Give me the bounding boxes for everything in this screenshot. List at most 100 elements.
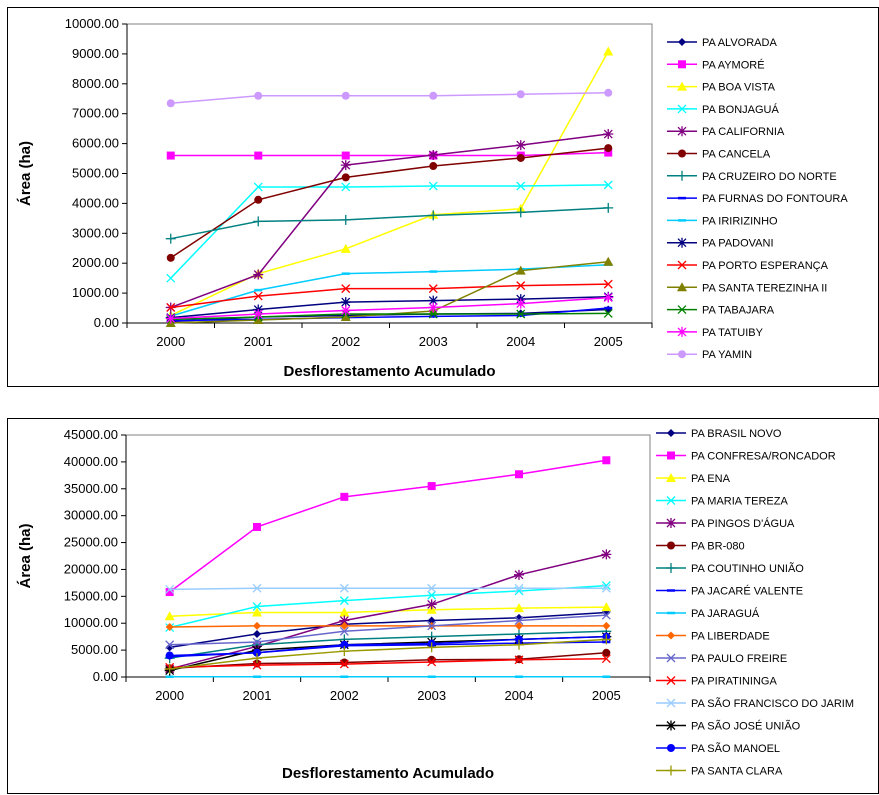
- legend-label-pa-sao-francisco-do-jarim: PA SÃO FRANCISCO DO JARIM: [691, 697, 854, 710]
- data-point-pa-maria-tereza: [339, 596, 349, 606]
- legend-marker-pa-brasil-novo: [667, 429, 675, 437]
- series-pa-cruzeiro-do-norte: [165, 202, 614, 244]
- x-tick-label: 2000: [155, 688, 184, 703]
- data-point-pa-tabajara: [516, 309, 526, 319]
- data-point-pa-california: [253, 269, 264, 280]
- legend-marker-pa-boa-vista: [677, 81, 687, 91]
- legend-marker-pa-bonjagua: [677, 104, 687, 114]
- data-point-pa-confresa-roncador: [165, 588, 174, 597]
- data-point-pa-santa-clara: [339, 646, 350, 657]
- series-line-pa-brasil-novo: [169, 611, 607, 649]
- data-point-pa-porto-esperanca: [516, 281, 526, 291]
- legend-label-pa-california: PA CALIFORNIA: [702, 126, 785, 138]
- data-point-pa-brasil-novo: [253, 629, 261, 638]
- data-point-pa-ena: [601, 602, 612, 612]
- legend-marker-pa-cruzeiro-do-norte: [677, 170, 687, 181]
- legend-label-pa-yamin: PA YAMIN: [702, 349, 752, 361]
- legend-marker-pa-santa-terezinha-ii: [677, 282, 687, 292]
- data-point-pa-cancela: [604, 144, 613, 153]
- data-point-pa-santa-terezinha-ii: [340, 312, 351, 322]
- data-point-pa-sao-manoel: [340, 640, 349, 649]
- data-point-pa-porto-esperanca: [166, 302, 176, 312]
- legend-label-pa-alvorada: PA ALVORADA: [702, 37, 777, 49]
- series-pa-tatuiby: [165, 292, 614, 324]
- data-point-pa-santa-terezinha-ii: [603, 256, 614, 266]
- legend-label-pa-iririzinho: PA IRIRIZINHO: [702, 215, 778, 227]
- data-point-pa-cancela: [254, 195, 263, 204]
- data-point-pa-cancela: [516, 153, 525, 162]
- series-line-pa-tabajara: [170, 312, 609, 321]
- data-point-pa-bonjagua: [603, 180, 613, 190]
- y-tick-label: 0.00: [93, 669, 118, 684]
- y-tick-label: 20000.00: [64, 561, 118, 576]
- y-tick-label: 6000.00: [72, 136, 119, 151]
- data-point-pa-paulo-freire: [427, 621, 437, 631]
- data-point-pa-yamin: [254, 91, 263, 100]
- legend-marker-pa-paulo-freire: [666, 653, 676, 663]
- x-tick-label: 2001: [244, 334, 273, 349]
- data-point-pa-paulo-freire: [339, 626, 349, 636]
- data-point-pa-cancela: [341, 173, 350, 182]
- y-tick-label: 10000.00: [65, 16, 119, 31]
- legend-label-pa-boa-vista: PA BOA VISTA: [702, 82, 776, 94]
- series-pa-paulo-freire: [165, 610, 611, 650]
- series-pa-confresa-roncador: [165, 456, 611, 597]
- data-point-pa-california: [515, 140, 526, 151]
- data-point-pa-tatuiby: [340, 305, 351, 316]
- y-axis-title: Área (ha): [17, 523, 34, 588]
- data-point-pa-confresa-roncador: [515, 470, 523, 479]
- legend-label-pa-paulo-freire: PA PAULO FREIRE: [691, 653, 787, 665]
- data-point-pa-piratininga: [601, 654, 611, 664]
- data-point-pa-confresa-roncador: [602, 456, 611, 465]
- data-point-pa-sao-manoel: [165, 651, 174, 660]
- data-point-pa-confresa-roncador: [253, 522, 261, 531]
- legend-marker-pa-confresa-roncador: [667, 451, 675, 460]
- legend-marker-pa-alvorada: [678, 38, 686, 46]
- data-point-pa-cruzeiro-do-norte: [603, 202, 614, 213]
- series-line-pa-california: [170, 133, 609, 309]
- data-point-pa-cruzeiro-do-norte: [515, 207, 526, 218]
- data-point-pa-aymore: [341, 151, 350, 160]
- data-point-pa-california: [603, 129, 614, 140]
- data-point-pa-confresa-roncador: [340, 492, 349, 501]
- series-line-pa-tatuiby: [170, 296, 609, 320]
- x-tick-label: 2003: [419, 334, 448, 349]
- legend-label-pa-br-080: PA BR-080: [691, 541, 745, 553]
- data-point-pa-yamin: [429, 91, 438, 100]
- data-point-pa-tatuiby: [253, 309, 264, 320]
- plot-area: [126, 23, 653, 324]
- legend-marker-pa-santa-clara: [666, 765, 676, 776]
- legend-label-pa-tatuiby: PA TATUIBY: [702, 327, 764, 339]
- chart-panel-bottom: 0.00 5000.00 10000.00 15000.00 20000.00 25000…: [7, 418, 879, 794]
- x-axis-title: Desflorestamento Acumulado: [282, 765, 494, 782]
- series-line-pa-confresa-roncador: [169, 459, 607, 593]
- data-point-pa-bonjagua: [428, 181, 438, 191]
- series-line-pa-sao-manoel: [169, 635, 607, 657]
- legend-label-pa-jaragua: PA JARAGUÁ: [691, 607, 760, 620]
- data-point-pa-tabajara: [428, 309, 438, 319]
- x-tick-label: 2004: [505, 688, 534, 703]
- y-tick-label: 25000.00: [64, 535, 118, 550]
- legend-marker-pa-ena: [666, 473, 676, 482]
- y-tick-label: 30000.00: [64, 508, 118, 523]
- data-point-pa-maria-tereza: [252, 602, 262, 612]
- data-point-pa-liberdade: [602, 621, 611, 630]
- data-point-pa-sao-francisco-do-jarim: [427, 583, 437, 593]
- y-tick-label: 2000.00: [72, 255, 119, 270]
- series-pa-yamin: [166, 88, 613, 108]
- data-point-pa-cancela: [166, 253, 175, 262]
- data-point-pa-tatuiby: [515, 298, 526, 309]
- series-line-pa-cancela: [170, 147, 609, 259]
- legend: PA ALVORADA PA AYMORÉ PA BOA VISTA PA BONJA…: [667, 37, 848, 361]
- y-tick-label: 5000.00: [71, 642, 118, 657]
- series-line-pa-bonjagua: [170, 184, 609, 279]
- legend-label-pa-bonjagua: PA BONJAGUÁ: [702, 103, 779, 116]
- x-tick-label: 2003: [417, 688, 446, 703]
- data-point-pa-liberdade: [165, 622, 174, 631]
- series-pa-bonjagua: [166, 180, 613, 283]
- data-point-pa-santa-terezinha-ii: [515, 265, 526, 275]
- data-point-pa-tatuiby: [603, 292, 614, 303]
- data-point-pa-santa-clara: [514, 639, 524, 650]
- data-point-pa-sao-francisco-do-jarim: [601, 583, 611, 593]
- y-tick-label: 4000.00: [72, 195, 119, 210]
